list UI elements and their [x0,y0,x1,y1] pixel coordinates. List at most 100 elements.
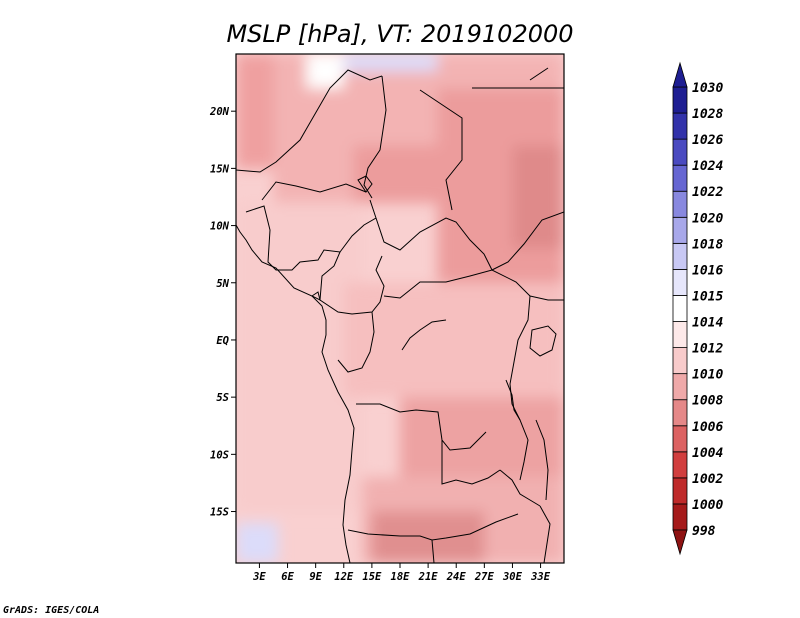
colorbar-box [672,269,688,296]
field-region-12 [343,54,438,72]
y-tick-label: 15S [210,507,229,519]
border-car-drc [383,269,531,299]
colorbar-label: 1030 [692,81,723,96]
border-east-1 [529,295,564,301]
border-angola-zambia [441,440,501,485]
field-region-6 [236,202,363,512]
border-north-2 [363,75,387,199]
colorbar-label: 1000 [692,498,723,513]
x-tick-label: 18E [391,571,411,583]
x-tick-label: 24E [446,571,467,583]
bioko-island [311,291,321,301]
coast-red-sea [529,67,549,81]
y-tick-label: 15N [210,163,230,175]
border-congo [337,311,375,373]
lake-malawi [535,419,549,501]
colorbar-box [672,347,688,375]
colorbar-label: 1018 [692,237,723,252]
colorbar-box [672,190,688,218]
lake-tanganyika [505,379,521,421]
colorbar-label: 1002 [692,472,723,487]
colorbar-label: 1026 [692,133,723,148]
x-tick-label: 30E [502,571,523,583]
colorbar-box [672,242,688,270]
colorbar-label: 1004 [692,446,723,461]
map-panel: 3E 6E 9E 12E 15E 18E 21E 24E 27E 30E 33E 20N 15N 10N… [209,53,565,583]
border-libya-sudan [419,89,463,211]
pressure-field [236,54,564,563]
border-niger-nigeria [261,181,367,201]
colorbar-label: 1014 [692,316,723,331]
colorbar-box [672,399,688,427]
field-blobs [236,54,564,563]
colorbar-label: 1012 [692,342,723,357]
colorbar-label: 1008 [692,394,723,409]
colorbar-box [672,373,688,401]
colorbar-label: 1028 [692,107,723,122]
x-tick-label: 3E [252,571,266,583]
x-axis: 3E 6E 9E 12E 15E 18E 21E 24E 27E 30E 33E [252,563,551,583]
border-cameroon-car [319,251,385,315]
x-tick-label: 12E [334,571,354,583]
y-tick-label: 5N [216,278,229,290]
colorbar-box [672,321,688,348]
colorbar-label: 1006 [692,420,723,435]
border-nigeria-cameroon [245,199,377,271]
colorbar-label: 998 [692,524,716,539]
x-tick-label: 27E [474,571,495,583]
border-drc-angola [356,403,487,451]
country-borders [236,67,564,563]
colorbar-box [672,295,688,322]
colorbar-box [672,451,688,479]
colorbar-box [672,86,688,114]
y-tick-label: 5S [216,392,229,404]
credit-label: GrADS: IGES/COLA [3,605,99,616]
coastline-west [236,224,355,563]
colorbar-box [672,164,688,192]
chart-title: MSLP [hPa], VT: 2019102000 [226,20,573,48]
y-tick-label: 20N [209,106,230,118]
colorbar-label: 1020 [692,211,723,226]
y-tick-label: EQ [216,335,229,347]
x-tick-label: 6E [281,571,294,583]
x-tick-label: 9E [309,571,322,583]
field-region-1 [236,54,274,169]
border-namibia-botswana [431,539,435,563]
colorbar-box [672,216,688,244]
colorbar-arrow-high [672,61,688,88]
x-tick-label: 33E [530,571,551,583]
lake-victoria [529,325,557,357]
colorbar-box [672,112,688,140]
colorbar-label: 1010 [692,368,723,383]
y-axis: 20N 15N 10N 5N EQ 5S 10S 15S [209,106,236,519]
border-east-lakes [509,295,531,481]
colorbar-label: 1015 [692,289,723,304]
colorbar-label: 1024 [692,159,723,174]
colorbar: 998 1000 1002 1004 1006 1008 1010 1012 1014 1015 1… [672,61,723,556]
colorbar-box [672,503,688,531]
field-region-8 [400,397,564,478]
field-region-11 [306,54,344,89]
colorbar-label: 1016 [692,263,723,278]
border-zambia-zimbabwe [499,469,541,507]
field-region-13 [236,522,279,563]
colorbar-label: 1022 [692,185,723,200]
colorbar-box [672,138,688,166]
border-north-1 [236,69,383,173]
colorbar-box [672,425,688,453]
border-east-2 [539,505,551,563]
congo-river [401,319,447,351]
colorbar-arrow-low [672,529,688,556]
field-region-10 [371,511,485,563]
field-region-3 [353,145,438,203]
field-region-5 [512,145,564,249]
border-sudan-south [491,211,564,271]
x-tick-label: 15E [362,571,382,583]
y-tick-label: 10N [210,221,230,233]
colorbar-box [672,477,688,505]
x-tick-label: 21E [418,571,439,583]
border-chad-car [375,217,493,271]
lake-chad [357,175,373,193]
y-tick-label: 10S [210,449,229,461]
